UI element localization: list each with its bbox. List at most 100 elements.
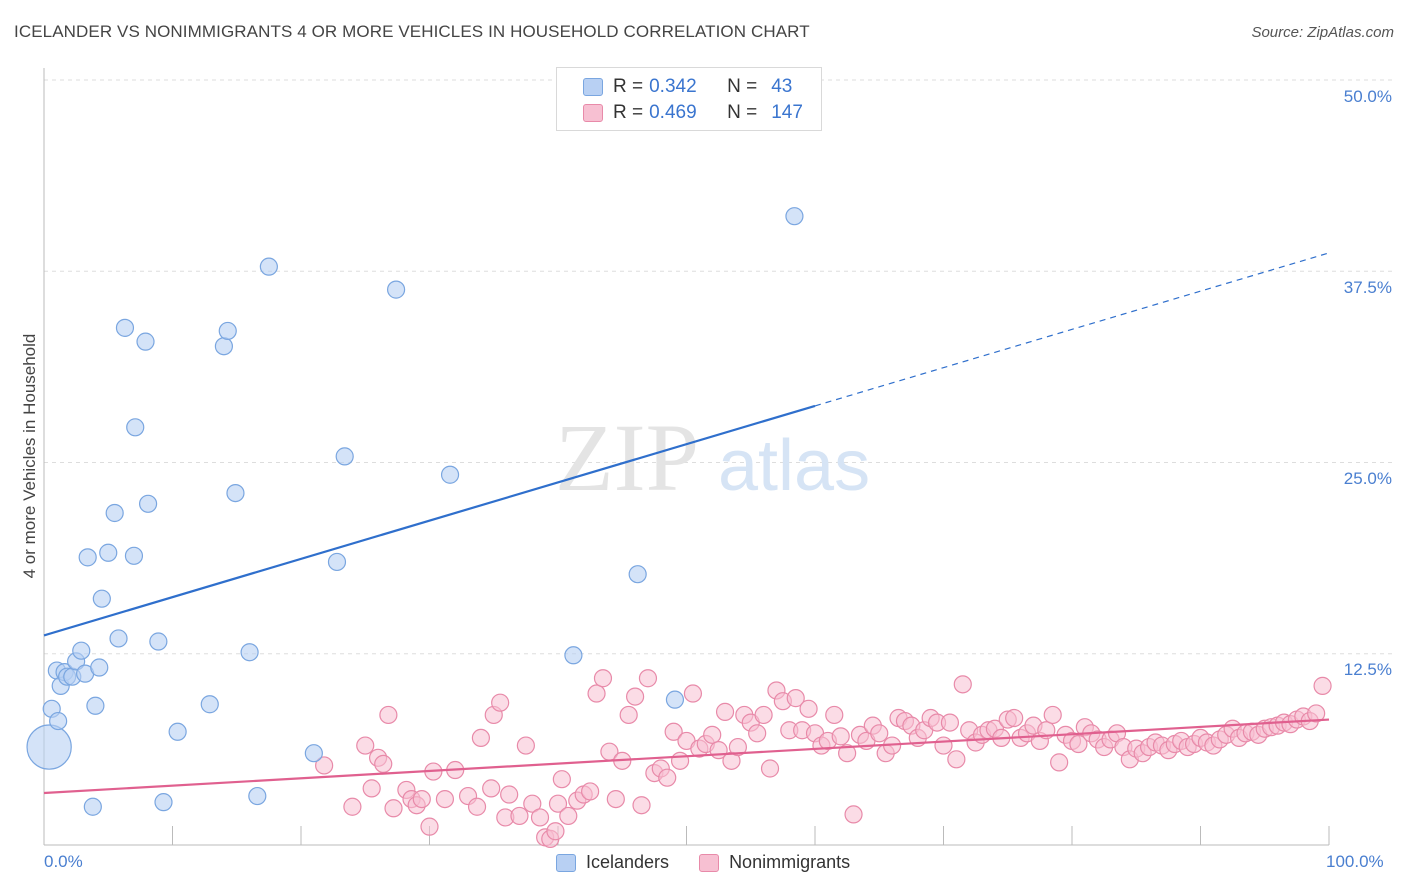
nonimmigrant-point — [947, 750, 966, 769]
icelander-point — [240, 643, 259, 662]
nonimmigrant-point — [362, 779, 381, 798]
legend-row-nonimmigrants: R = 0.469 N = 147 — [583, 101, 803, 125]
icelander-point — [200, 695, 219, 714]
nonimmigrant-point — [1069, 734, 1088, 754]
icelander-point — [105, 503, 124, 523]
nonimmigrant-point — [658, 768, 677, 787]
nonimmigrant-point — [786, 689, 805, 708]
nonimmigrant-point — [638, 669, 658, 688]
watermark: ZIP atlas — [555, 404, 870, 511]
nonimmigrant-point — [471, 728, 490, 748]
nonimmigrant-point — [715, 702, 735, 721]
icelander-point — [138, 494, 158, 513]
icelander-point — [226, 484, 245, 503]
bottom-legend-label-icelanders: Icelanders — [586, 852, 670, 872]
legend-n-value: 147 — [771, 102, 803, 123]
icelander-point — [149, 632, 168, 651]
nonimmigrant-point — [1307, 704, 1326, 723]
bottom-legend: Icelanders Nonimmigrants — [556, 852, 880, 873]
icelander-point — [248, 786, 267, 806]
nonimmigrant-point — [870, 724, 889, 743]
legend-row-icelanders: R = 0.342 N = 43 — [583, 75, 792, 99]
y-tick-label: 37.5% — [1343, 278, 1392, 297]
nonimmigrant-point — [670, 751, 690, 770]
chart-title: ICELANDER VS NONIMMIGRANTS 4 OR MORE VEH… — [14, 22, 810, 41]
bottom-legend-icelanders: Icelanders — [556, 852, 669, 873]
nonimmigrant-point — [940, 713, 960, 732]
icelander-point — [304, 744, 323, 763]
nonimmigrant-point — [315, 756, 334, 775]
nonimmigrant-point — [664, 722, 683, 741]
nonimmigrant-point — [559, 806, 578, 826]
nonimmigrant-point — [530, 808, 550, 827]
legend-r-value: 0.469 — [649, 102, 697, 123]
icelander-point — [154, 793, 173, 812]
nonimmigrant-point — [748, 724, 767, 743]
icelander-point — [136, 332, 155, 351]
icelander-point — [126, 418, 145, 437]
nonimmigrant-point — [374, 754, 393, 774]
y-tick-label: 25.0% — [1343, 469, 1392, 488]
nonimmigrant-point — [343, 797, 362, 816]
nonimmigrant-point — [587, 684, 606, 703]
watermark-zip: ZIP — [555, 404, 699, 511]
bottom-legend-label-nonimmigrants: Nonimmigrants — [729, 852, 851, 872]
icelander-point — [218, 321, 237, 341]
legend-n-label: N = — [727, 76, 758, 97]
nonimmigrant-point — [500, 785, 519, 804]
nonimmigrant-point — [412, 789, 431, 809]
nonimmigrant-point — [435, 789, 455, 809]
nonimmigrant-point — [632, 796, 651, 815]
legend-r-label: R = — [613, 76, 644, 97]
nonimmigrant-point — [1050, 753, 1069, 772]
watermark-atlas: atlas — [718, 426, 870, 506]
nonimmigrant-point — [619, 705, 638, 725]
icelander-point — [90, 658, 109, 677]
nonimmigrant-point — [760, 759, 780, 778]
legend: R = 0.342 N = 43 R = 0.469 N = 147 — [556, 67, 822, 131]
source-credit: Source: ZipAtlas.com — [1251, 24, 1394, 41]
legend-r-value: 0.342 — [649, 76, 697, 97]
nonimmigrant-point — [799, 699, 818, 718]
bottom-legend-swatch-icelanders — [556, 853, 576, 872]
icelander-point — [49, 711, 68, 731]
nonimmigrant-point — [516, 736, 535, 755]
nonimmigrant-point — [552, 770, 571, 789]
icelander-point — [785, 207, 804, 226]
nonimmigrant-point — [606, 789, 625, 809]
icelander-point — [335, 447, 354, 466]
nonimmigrant-point — [510, 806, 529, 826]
icelander-point — [115, 318, 135, 337]
legend-r-label: R = — [613, 102, 644, 123]
nonimmigrant-point — [703, 725, 722, 744]
nonimmigrant-point — [825, 705, 844, 725]
nonimmigrant-point — [728, 737, 748, 757]
icelander-point — [92, 589, 111, 608]
icelander-point — [26, 724, 72, 770]
y-axis-label: 4 or more Vehicles in Household — [20, 333, 39, 579]
icelanders-trend-line — [43, 404, 816, 637]
icelander-point — [72, 641, 91, 660]
nonimmigrant-point — [754, 705, 773, 725]
x-tick-label: 0.0% — [44, 852, 83, 871]
icelander-point — [628, 565, 647, 584]
nonimmigrant-point — [953, 675, 972, 694]
y-tick-label: 50.0% — [1343, 87, 1392, 106]
icelander-point — [564, 646, 583, 665]
legend-n-value: 43 — [771, 76, 793, 97]
nonimmigrant-point — [683, 684, 703, 703]
nonimmigrant-point — [548, 794, 568, 813]
nonimmigrants-points — [315, 669, 1332, 848]
bottom-legend-nonimmigrants: Nonimmigrants — [699, 852, 850, 873]
nonimmigrant-point — [838, 744, 857, 763]
legend-swatch-nonimmigrants — [583, 104, 603, 122]
icelanders-points — [26, 207, 804, 816]
legend-swatch-icelanders — [583, 78, 603, 96]
nonimmigrant-point — [1313, 676, 1332, 695]
icelander-point — [665, 690, 685, 709]
icelander-point — [99, 543, 118, 562]
grid-layer — [44, 79, 1392, 655]
x-tick-label: 100.0% — [1326, 852, 1384, 871]
icelander-point — [168, 722, 187, 741]
nonimmigrant-point — [482, 779, 501, 798]
